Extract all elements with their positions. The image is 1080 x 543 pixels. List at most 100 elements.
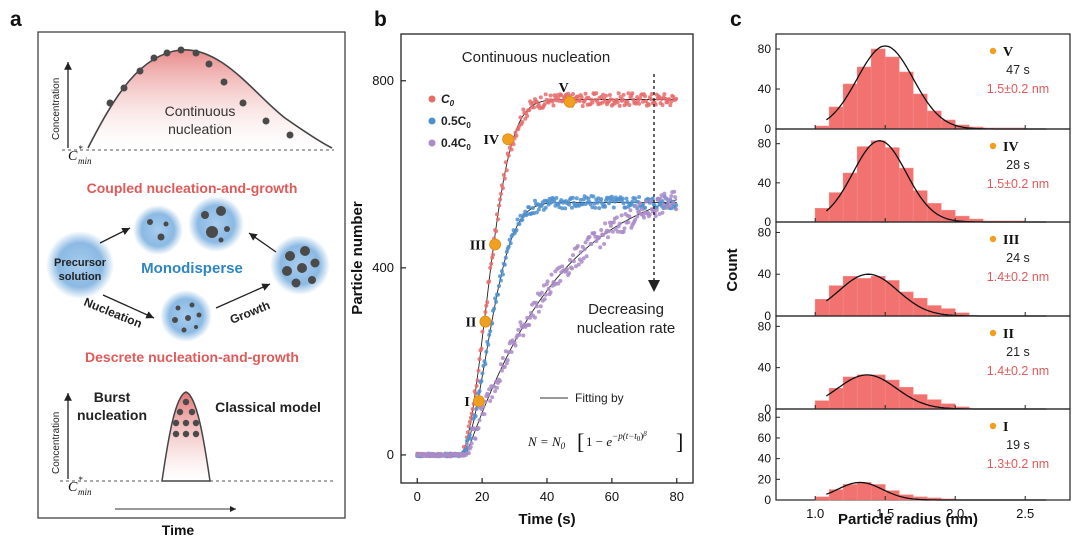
data-point xyxy=(506,153,511,158)
data-point xyxy=(592,231,597,235)
stage-marker-III xyxy=(489,238,501,251)
cmin-star-bottom: * xyxy=(78,475,83,485)
histogram-stage-V: 0 40 80 V 47 s 1.5±0.2 nm xyxy=(758,33,1071,136)
burst-dot xyxy=(182,398,190,406)
data-point xyxy=(484,303,489,308)
data-point xyxy=(674,207,679,212)
cmin-c-top: C xyxy=(68,149,78,164)
curve-dot xyxy=(150,54,158,62)
stage-dot xyxy=(989,422,997,430)
nucleus-dot xyxy=(181,327,187,333)
cmin-label-top: C * min xyxy=(68,144,92,166)
y-tick-label: 0 xyxy=(764,309,771,323)
data-point xyxy=(504,361,509,366)
data-point xyxy=(500,272,505,277)
data-point xyxy=(521,333,526,338)
burst-dot xyxy=(182,430,190,438)
data-point xyxy=(602,242,607,246)
data-point xyxy=(668,103,673,108)
legend-marker-05c0 xyxy=(428,117,436,125)
panel-c-ylabel: Count xyxy=(724,248,741,291)
data-point xyxy=(501,173,506,177)
arrow-grown-to-coupled xyxy=(248,232,277,253)
y-tick-label: 80 xyxy=(758,410,772,424)
data-point xyxy=(599,197,604,202)
data-point xyxy=(606,235,610,240)
panel-c-letter: c xyxy=(730,8,742,31)
data-point xyxy=(531,100,535,105)
data-point xyxy=(487,387,492,392)
data-point xyxy=(568,258,572,262)
data-point xyxy=(551,103,556,108)
decreasing-arrow-head xyxy=(648,280,660,292)
data-point xyxy=(488,329,493,334)
data-point xyxy=(552,93,557,98)
data-point xyxy=(608,223,613,228)
data-point xyxy=(624,196,629,201)
particle-dot xyxy=(310,258,320,268)
precursor-bubble xyxy=(46,231,114,299)
stage-size: 1.4±0.2 nm xyxy=(987,270,1049,284)
panel-b-legend: C0 0.5C0 0.4C0 xyxy=(428,92,471,152)
data-point xyxy=(582,247,587,252)
data-point xyxy=(649,92,654,96)
histogram-stage-II: 0 40 80 II 21 s 1.4±0.2 nm xyxy=(758,315,1071,416)
cmin-label-bottom: C * min xyxy=(68,475,92,497)
data-point xyxy=(503,160,508,165)
histogram-bar xyxy=(814,496,830,501)
data-point xyxy=(495,385,499,390)
y-tick-label: 80 xyxy=(758,225,772,239)
histogram-bar xyxy=(828,489,844,501)
curve-dot xyxy=(205,60,213,68)
data-point xyxy=(577,98,582,103)
data-point xyxy=(470,407,475,411)
histogram-bar xyxy=(856,66,872,130)
data-point xyxy=(533,315,537,320)
concentration-label-bottom: Concentration xyxy=(51,412,62,474)
data-point xyxy=(667,197,672,202)
histogram-bar xyxy=(856,482,872,501)
data-point xyxy=(589,242,594,246)
data-point xyxy=(484,349,489,354)
data-point xyxy=(502,364,507,369)
x-tick-label: 0 xyxy=(414,489,421,504)
data-point xyxy=(554,196,559,200)
histogram-bar xyxy=(828,285,844,317)
data-point xyxy=(485,300,490,305)
curve-dot xyxy=(239,99,247,107)
particle-dot xyxy=(291,278,301,288)
data-point xyxy=(487,332,492,337)
data-point xyxy=(654,208,659,213)
data-point xyxy=(559,93,564,98)
data-point xyxy=(518,115,523,120)
data-point xyxy=(482,412,487,417)
data-point xyxy=(473,391,478,396)
data-point xyxy=(493,389,498,394)
data-point xyxy=(506,244,511,249)
stage-dot xyxy=(989,329,997,337)
equation-lhs: N = N0 xyxy=(527,434,566,451)
histogram-bar xyxy=(814,400,830,410)
bubble-coupled-2 xyxy=(188,196,244,252)
data-point xyxy=(477,389,482,394)
y-tick-label: 800 xyxy=(372,73,394,88)
legend-marker-04c0 xyxy=(428,139,436,147)
data-point xyxy=(498,191,503,196)
data-point xyxy=(674,203,679,207)
y-tick-label: 0 xyxy=(764,122,771,136)
data-point xyxy=(500,186,505,191)
data-point xyxy=(567,202,572,207)
data-point xyxy=(598,245,603,250)
data-point xyxy=(640,207,645,212)
histogram-bar xyxy=(884,147,900,223)
cmin-sub-bottom: min xyxy=(78,487,92,497)
data-point xyxy=(543,205,548,210)
data-point xyxy=(488,399,493,403)
data-point xyxy=(673,195,678,200)
data-point xyxy=(571,253,575,258)
data-point xyxy=(653,214,658,219)
data-point xyxy=(548,93,553,98)
data-point xyxy=(528,315,533,320)
data-point xyxy=(548,290,553,295)
